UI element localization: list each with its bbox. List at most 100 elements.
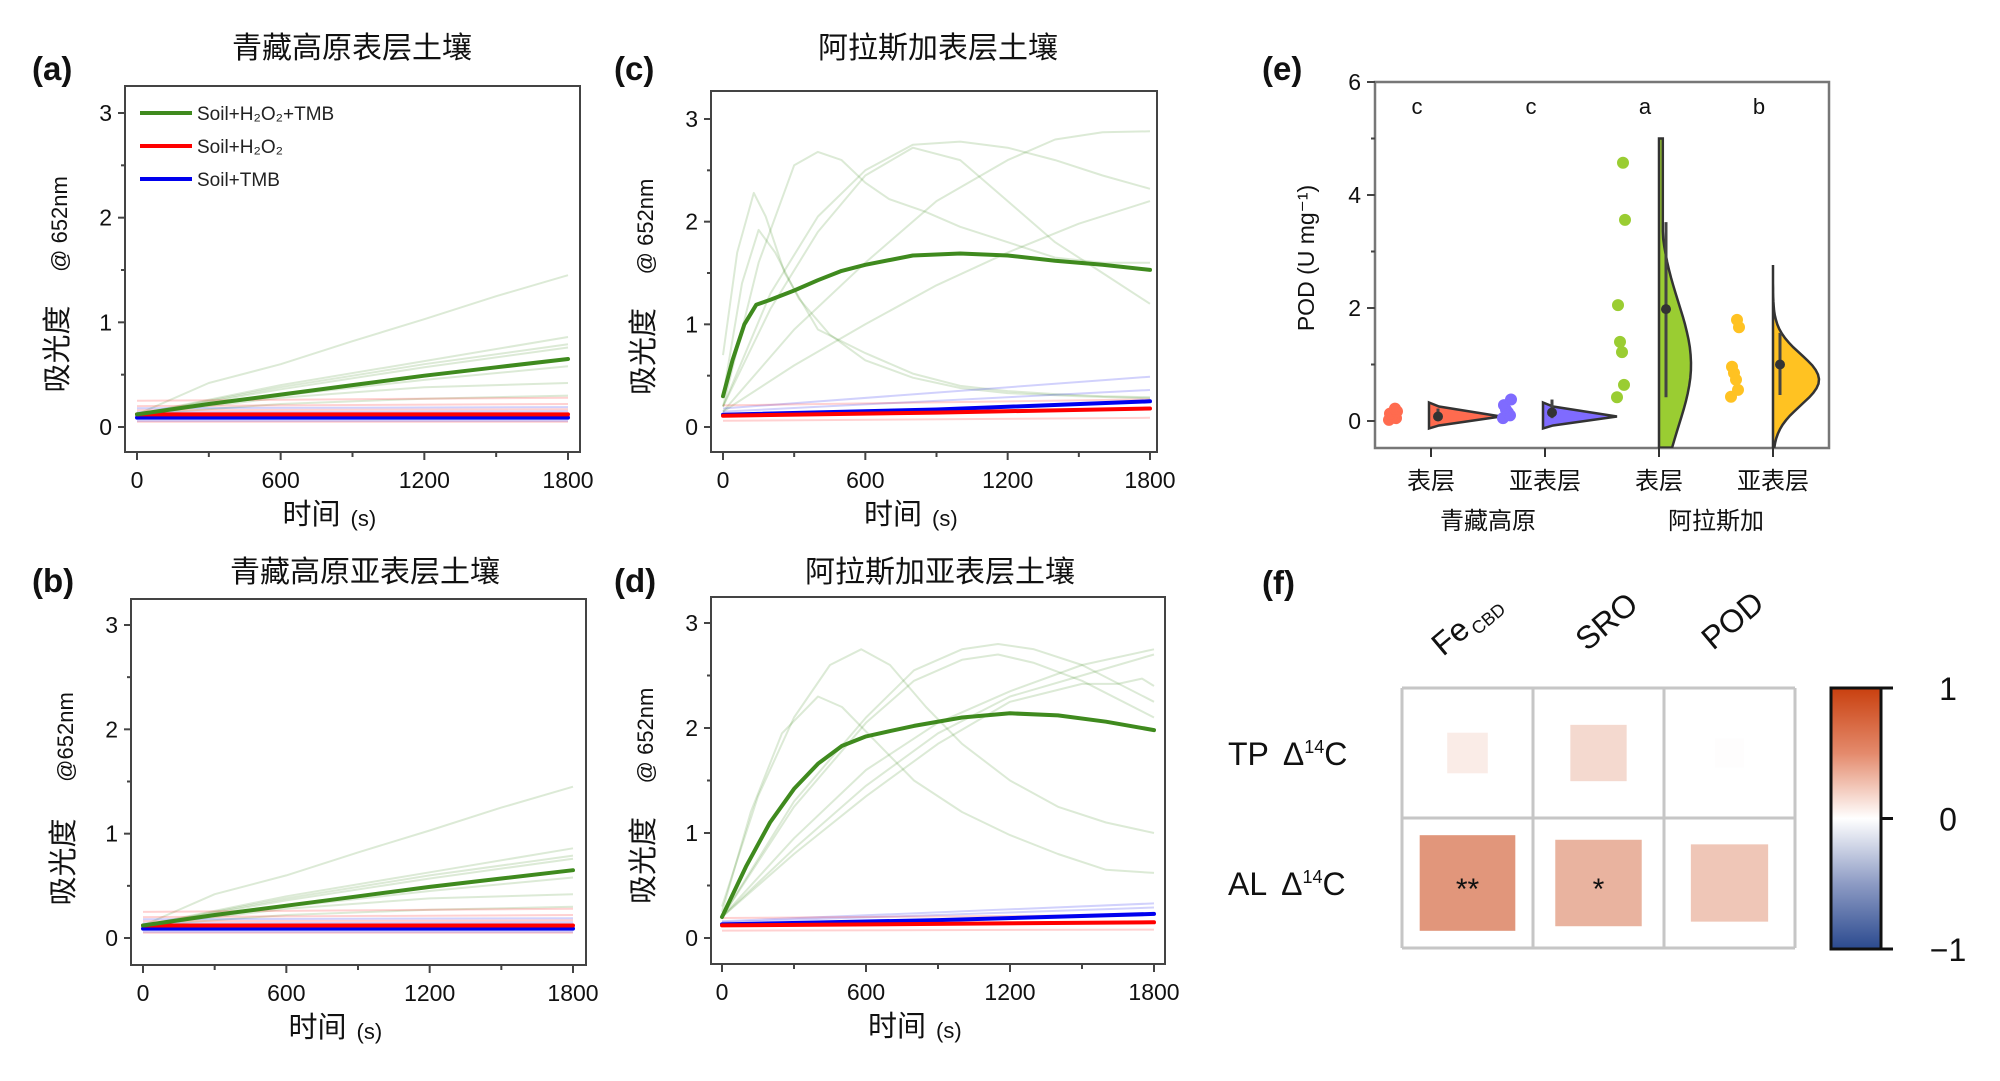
- panel-d-absorbance-chart: 阿拉斯加亚表层土壤 0 1 2 3 0 600 1200 1800 时间 (s) 吸光度 @ 652nm: [626, 555, 1180, 1043]
- column-label: POD: [1694, 584, 1770, 656]
- replicate-line: [721, 653, 1155, 918]
- y-tick-label: 3: [99, 100, 112, 126]
- heatmap-cell: [1555, 839, 1642, 927]
- y-tick-label: 2: [685, 715, 698, 741]
- x-axis-unit: (s): [932, 506, 958, 531]
- panel-label-a: (a): [32, 50, 72, 87]
- heatmap-cell: [1419, 835, 1516, 931]
- replicate-line: [136, 343, 569, 416]
- colorbar-tick-label: 1: [1939, 671, 1957, 707]
- chart-title: 青藏高原表层土壤: [232, 31, 472, 66]
- chart-title: 阿拉斯加亚表层土壤: [805, 555, 1075, 590]
- y-tick-label: 1: [685, 311, 698, 337]
- data-point: [1505, 393, 1518, 406]
- significance-letter: b: [1753, 94, 1765, 119]
- x-axis-unit: (s): [357, 1019, 383, 1044]
- violin-shape: [1427, 400, 1502, 431]
- data-point: [1618, 378, 1631, 391]
- row-label-tail: C: [1323, 866, 1346, 902]
- column-label: SRO: [1568, 585, 1644, 657]
- chart-title: 阿拉斯加表层土壤: [818, 31, 1058, 66]
- x-tick-label: 1200: [982, 467, 1033, 493]
- replicate-line: [136, 406, 569, 410]
- x-tick-label: 0: [131, 467, 144, 493]
- row-label-tail: C: [1324, 736, 1347, 772]
- violin-shape: [1771, 265, 1821, 448]
- colorbar-tick-label: 0: [1939, 802, 1957, 838]
- replicate-line: [142, 785, 574, 927]
- replicate-line: [721, 695, 1155, 913]
- replicate-line: [722, 140, 1151, 407]
- y-axis-label-text: 吸光度: [626, 817, 660, 904]
- y-tick-label: 1: [99, 309, 112, 335]
- y-tick-label: 0: [1348, 408, 1361, 434]
- data-point: [1389, 402, 1402, 415]
- y-axis-label: POD (U mg⁻¹): [1293, 185, 1319, 331]
- replicate-line: [136, 408, 569, 412]
- data-point: [1725, 390, 1738, 403]
- category-label: 表层: [1407, 467, 1455, 495]
- x-tick-label: 0: [717, 467, 730, 493]
- replicate-line: [136, 382, 569, 416]
- data-point: [1617, 156, 1630, 169]
- chart-title: 青藏高原亚表层土壤: [230, 555, 500, 590]
- category-label: 表层: [1635, 467, 1683, 495]
- legend-label: Soil+H₂O₂: [197, 137, 283, 158]
- x-axis-label: 时间: [288, 1010, 346, 1044]
- panel-c-absorbance-chart: 阿拉斯加表层土壤 0 1 2 3 0 600 1200 1800 时间 (s) 吸光度 @ 652nm: [626, 31, 1176, 531]
- replicate-line: [136, 346, 569, 416]
- heatmap-cell: [1570, 724, 1627, 782]
- y-tick-label: 2: [105, 716, 118, 742]
- plot-area: [135, 274, 570, 423]
- x-tick-label: 1200: [984, 979, 1035, 1005]
- y-tick-label: 2: [99, 205, 112, 231]
- category-label: 亚表层: [1509, 467, 1581, 495]
- replicate-line: [142, 907, 574, 913]
- significance-letter: a: [1639, 94, 1652, 119]
- y-axis-label: 吸光度 @ 652nm: [40, 176, 74, 392]
- y-axis-label-suffix: @ 652nm: [633, 688, 658, 784]
- replicate-line: [722, 150, 1150, 407]
- group-label: 阿拉斯加: [1668, 507, 1764, 535]
- x-tick-label: 1800: [1124, 467, 1175, 493]
- replicate-line: [722, 375, 1151, 410]
- panel-a-absorbance-chart: 青藏高原表层土壤 0 1 2 3 0 600 1200 1800 时间 (s) 吸光度 @ 652nm S…: [40, 31, 594, 531]
- y-axis-label: 吸光度 @652nm: [46, 692, 80, 905]
- group-label: 青藏高原: [1440, 507, 1536, 535]
- row-label-name: TP: [1228, 736, 1269, 772]
- y-axis-label-suffix: @ 652nm: [633, 179, 658, 275]
- y-tick-label: 0: [105, 925, 118, 951]
- x-tick-label: 1800: [542, 467, 593, 493]
- y-tick-label: 3: [685, 610, 698, 636]
- replicate-line: [721, 677, 1155, 918]
- y-tick-label: 3: [685, 106, 698, 132]
- panel-label-c: (c): [614, 50, 654, 87]
- panel-b-absorbance-chart: 青藏高原亚表层土壤 0 1 2 3 0 600 1200 1800 时间 (s) 吸光度 @652nm: [46, 555, 599, 1044]
- y-tick-label: 0: [99, 414, 112, 440]
- series-line: [720, 920, 1156, 928]
- replicate-line: [722, 389, 1151, 413]
- y-axis-label-suffix: @652nm: [53, 692, 78, 782]
- replicate-line: [721, 928, 1155, 932]
- y-axis-label-text: 吸光度: [40, 305, 74, 392]
- series-line: [141, 868, 575, 928]
- row-label: TP Δ14C: [1228, 736, 1347, 772]
- violin-mean-dot: [1775, 359, 1785, 370]
- replicate-line: [142, 917, 574, 921]
- y-tick-label: 2: [1348, 295, 1361, 321]
- row-label: AL Δ14C: [1228, 866, 1346, 902]
- plot-frame: [710, 596, 1166, 965]
- y-axis-label-text: 吸光度: [626, 308, 660, 395]
- y-tick-label: 1: [105, 821, 118, 847]
- heatmap-cell: [1715, 738, 1744, 768]
- panel-label-f: (f): [1262, 564, 1295, 601]
- y-tick-label: 4: [1348, 182, 1361, 208]
- violin-mean-dot: [1433, 411, 1443, 422]
- significance-marker: *: [1593, 873, 1605, 906]
- x-tick-label: 0: [716, 979, 729, 1005]
- plot-area: [720, 643, 1156, 932]
- replicate-line: [142, 847, 574, 927]
- colorbar: [1829, 686, 1883, 951]
- replicate-line: [721, 648, 1155, 907]
